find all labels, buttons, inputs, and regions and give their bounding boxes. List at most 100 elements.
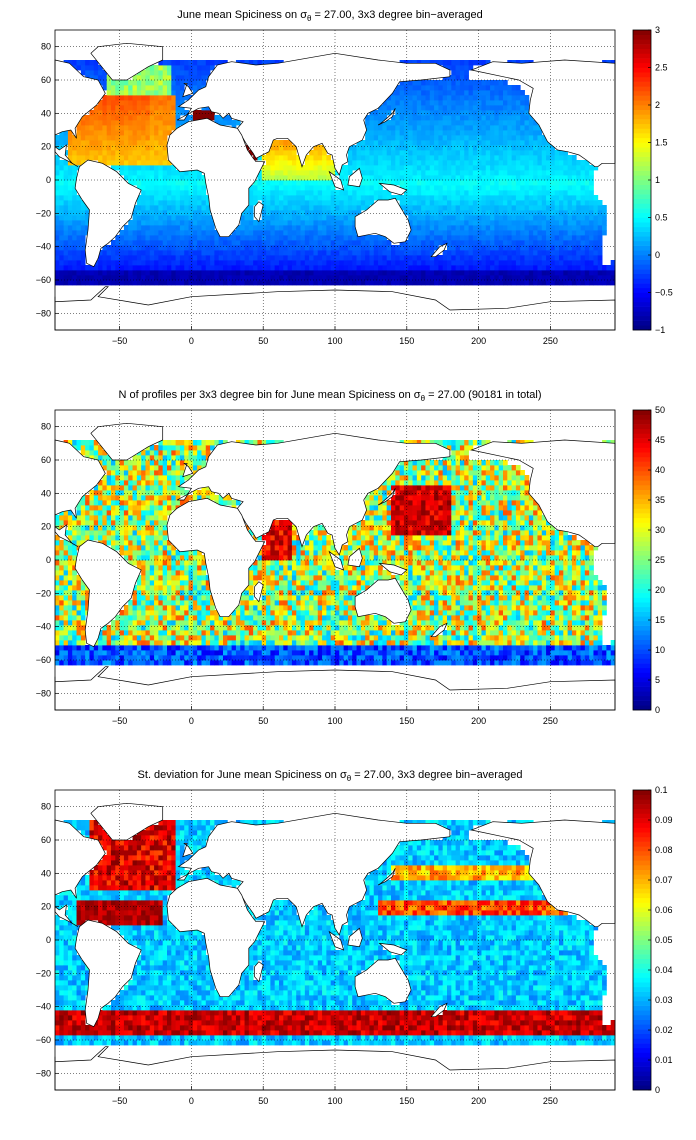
heatmap-cell (567, 180, 573, 186)
y-tick-label: −20 (36, 208, 51, 218)
heatmap-cell (240, 60, 245, 66)
heatmap-cell (283, 155, 289, 161)
heatmap-cell (98, 505, 103, 511)
heatmap-cell (59, 575, 65, 581)
heatmap-cell (429, 120, 435, 126)
heatmap-cell (80, 515, 86, 521)
heatmap-cell (451, 270, 457, 276)
heatmap-cell (98, 490, 103, 496)
heatmap-cell (395, 150, 401, 156)
heatmap-cell (515, 150, 521, 156)
heatmap-cell (296, 200, 301, 206)
heatmap-cell (257, 225, 263, 231)
heatmap-cell (580, 200, 586, 206)
heatmap-cell (162, 625, 168, 631)
colorbar-tick-label: 1 (655, 175, 660, 185)
heatmap-cell (360, 175, 366, 181)
heatmap-cell (386, 150, 392, 156)
heatmap-cell (546, 170, 551, 176)
heatmap-cell (408, 265, 413, 271)
heatmap-cell (403, 250, 409, 256)
heatmap-cell (447, 100, 452, 106)
heatmap-cell (485, 205, 491, 211)
heatmap-cell (201, 60, 207, 66)
heatmap-cell (541, 230, 547, 236)
heatmap-cell (451, 145, 457, 151)
heatmap-cell (158, 115, 164, 121)
heatmap-cell (98, 515, 103, 521)
heatmap-cell (244, 265, 250, 271)
heatmap-cell (184, 250, 189, 256)
heatmap-cell (580, 270, 586, 276)
heatmap-cell (162, 450, 168, 456)
heatmap-cell (554, 255, 560, 261)
heatmap-cell (515, 240, 521, 246)
heatmap-cell (503, 230, 508, 236)
heatmap-cell (593, 265, 599, 271)
heatmap-cell (309, 195, 314, 201)
heatmap-cell (197, 115, 202, 121)
heatmap-cell (421, 220, 426, 226)
heatmap-cell (442, 130, 448, 136)
heatmap-cell (386, 155, 392, 161)
heatmap-cell (123, 605, 129, 611)
heatmap-cell (55, 195, 60, 201)
heatmap-cell (145, 210, 151, 216)
heatmap-cell (356, 160, 362, 166)
heatmap-cell (274, 245, 280, 251)
heatmap-cell (580, 170, 586, 176)
heatmap-cell (412, 80, 418, 86)
heatmap-cell (67, 565, 73, 571)
heatmap-cell (287, 220, 293, 226)
heatmap-cell (584, 230, 590, 236)
heatmap-cell (76, 605, 82, 611)
heatmap-cell (72, 215, 77, 221)
heatmap-cell (563, 240, 569, 246)
heatmap-cell (132, 550, 138, 556)
heatmap-cell (149, 615, 155, 621)
heatmap-cell (179, 70, 185, 76)
heatmap-cell (455, 280, 461, 286)
heatmap-cell (123, 165, 129, 171)
heatmap-cell (287, 280, 293, 286)
heatmap-cell (167, 225, 172, 231)
heatmap-cell (459, 90, 465, 96)
heatmap-cell (533, 200, 538, 206)
heatmap-cell (279, 225, 284, 231)
heatmap-cell (472, 135, 478, 141)
colorbar-swatch (633, 226, 651, 232)
heatmap-cell (67, 590, 73, 596)
heatmap-cell (80, 535, 86, 541)
heatmap-cell (317, 275, 323, 281)
heatmap-cell (296, 230, 301, 236)
heatmap-cell (154, 90, 159, 96)
heatmap-cell (567, 280, 573, 286)
heatmap-cell (287, 240, 293, 246)
heatmap-cell (309, 205, 314, 211)
heatmap-cell (63, 515, 69, 521)
heatmap-cell (149, 270, 155, 276)
heatmap-cell (231, 255, 237, 261)
heatmap-cell (412, 125, 418, 131)
heatmap-cell (154, 125, 159, 131)
heatmap-cell (80, 275, 86, 281)
heatmap-cell (123, 660, 129, 666)
heatmap-cell (119, 630, 125, 636)
heatmap-cell (132, 640, 138, 646)
heatmap-cell (464, 75, 469, 81)
heatmap-cell (154, 495, 159, 501)
heatmap-cell (403, 90, 409, 96)
heatmap-cell (421, 165, 426, 171)
heatmap-cell (141, 140, 146, 146)
heatmap-cell (67, 560, 73, 566)
heatmap-cell (210, 235, 215, 241)
heatmap-cell (132, 265, 138, 271)
heatmap-cell (507, 145, 513, 151)
heatmap-cell (472, 160, 478, 166)
heatmap-cell (395, 160, 401, 166)
heatmap-cell (132, 155, 138, 161)
heatmap-cell (59, 560, 65, 566)
heatmap-cell (464, 275, 469, 281)
heatmap-cell (102, 265, 108, 271)
heatmap-cell (537, 210, 543, 216)
